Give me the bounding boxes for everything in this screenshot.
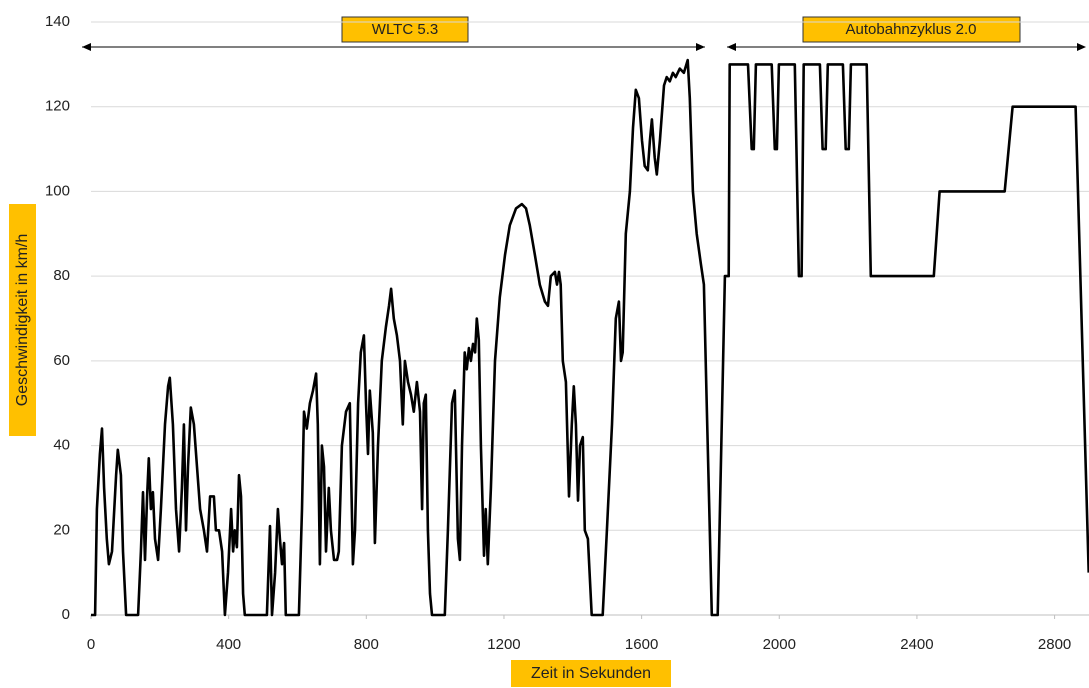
annotation: Autobahnzyklus 2.0 <box>846 21 977 38</box>
x-tick-label: 1600 <box>625 636 658 653</box>
x-tick-label: 1200 <box>487 636 520 653</box>
x-tick-label: 400 <box>216 636 241 653</box>
annotation: WLTC 5.3 <box>372 21 438 38</box>
axis-label-box <box>9 204 36 436</box>
x-axis-label: Zeit in Sekunden <box>531 665 651 682</box>
speed-line <box>91 58 1089 617</box>
y-tick-label: 60 <box>53 352 70 369</box>
x-tick-label: 2400 <box>900 636 933 653</box>
annotation-box <box>341 16 469 43</box>
y-tick-label: 0 <box>62 606 70 623</box>
y-tick-label: 100 <box>45 182 70 199</box>
x-tick-label: 0 <box>87 636 95 653</box>
x-tick-label: 2800 <box>1038 636 1071 653</box>
annotation-autobahn: Autobahnzyklus 2.0 <box>727 16 1086 51</box>
y-tick-label: 140 <box>45 13 70 30</box>
y-tick-label: 20 <box>53 521 70 538</box>
y-tick-label: 40 <box>53 437 70 454</box>
y-axis-label: Geschwindigkeit in km/h <box>14 234 31 407</box>
annotation-wltc: WLTC 5.3 <box>82 16 705 51</box>
y-tick-label: 80 <box>53 267 70 284</box>
x-tick-label: 2000 <box>763 636 796 653</box>
x-tick-label: 800 <box>354 636 379 653</box>
y-tick-label: 120 <box>45 98 70 115</box>
axis-label-box <box>511 660 671 687</box>
annotation-box <box>802 16 1021 43</box>
